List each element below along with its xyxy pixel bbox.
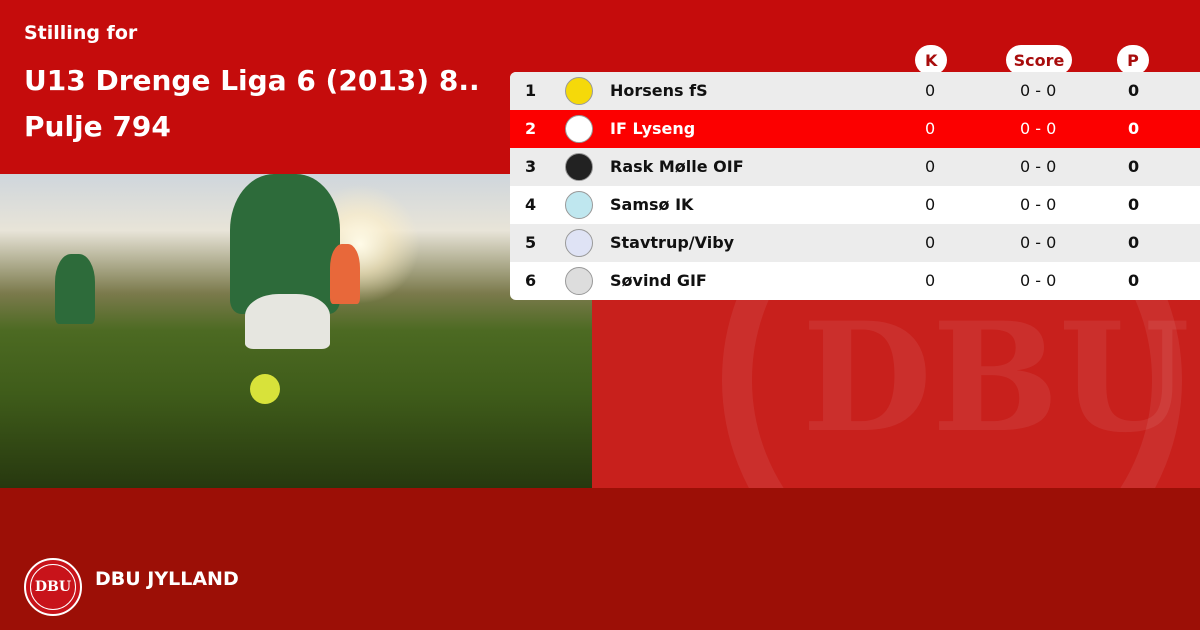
table-row[interactable]: 6 Søvind GIF 0 0 - 0 0 bbox=[510, 262, 1200, 300]
dbu-logo: DBU bbox=[24, 558, 82, 616]
score: 0 - 0 bbox=[1020, 81, 1057, 100]
matches: 0 bbox=[925, 195, 936, 214]
player-shorts bbox=[245, 294, 330, 349]
football-photo bbox=[0, 174, 592, 488]
matches: 0 bbox=[925, 157, 936, 176]
rank: 3 bbox=[525, 157, 537, 176]
rank: 2 bbox=[525, 119, 537, 138]
score: 0 - 0 bbox=[1020, 119, 1057, 138]
team-logo-icon bbox=[565, 153, 593, 181]
subtitle: Stilling for bbox=[24, 22, 138, 44]
score: 0 - 0 bbox=[1020, 233, 1057, 252]
rank: 6 bbox=[525, 271, 537, 290]
player bbox=[330, 244, 360, 304]
score: 0 - 0 bbox=[1020, 195, 1057, 214]
column-header-score[interactable]: Score bbox=[1006, 45, 1072, 75]
points: 0 bbox=[1128, 233, 1140, 252]
player bbox=[230, 174, 340, 314]
team-name[interactable]: Rask Mølle OIF bbox=[610, 157, 744, 176]
ball bbox=[250, 374, 280, 404]
team-logo-icon bbox=[565, 191, 593, 219]
player bbox=[55, 254, 95, 324]
points: 0 bbox=[1128, 271, 1140, 290]
column-header-p[interactable]: P bbox=[1117, 45, 1149, 75]
team-name[interactable]: Søvind GIF bbox=[610, 271, 707, 290]
title-line-1: U13 Drenge Liga 6 (2013) 8.. bbox=[24, 64, 480, 97]
points: 0 bbox=[1128, 119, 1140, 138]
table-row[interactable]: 2 IF Lyseng 0 0 - 0 0 bbox=[510, 110, 1200, 148]
points: 0 bbox=[1128, 81, 1140, 100]
footer: DBU DBU JYLLAND bbox=[0, 488, 1200, 630]
score: 0 - 0 bbox=[1020, 271, 1057, 290]
logo-text: DBU bbox=[34, 579, 72, 595]
team-name[interactable]: Stavtrup/Viby bbox=[610, 233, 735, 252]
table-row[interactable]: 3 Rask Mølle OIF 0 0 - 0 0 bbox=[510, 148, 1200, 186]
matches: 0 bbox=[925, 119, 936, 138]
table-row[interactable]: 5 Stavtrup/Viby 0 0 - 0 0 bbox=[510, 224, 1200, 262]
team-name[interactable]: Samsø IK bbox=[610, 195, 694, 214]
points: 0 bbox=[1128, 157, 1140, 176]
team-name[interactable]: IF Lyseng bbox=[610, 119, 696, 138]
rank: 4 bbox=[525, 195, 537, 214]
matches: 0 bbox=[925, 271, 936, 290]
rank: 5 bbox=[525, 233, 537, 252]
matches: 0 bbox=[925, 81, 936, 100]
team-name[interactable]: Horsens fS bbox=[610, 81, 708, 100]
rank: 1 bbox=[525, 81, 537, 100]
matches: 0 bbox=[925, 233, 936, 252]
dbu-watermark: DBU bbox=[592, 300, 1200, 488]
points: 0 bbox=[1128, 195, 1140, 214]
table-row[interactable]: 4 Samsø IK 0 0 - 0 0 bbox=[510, 186, 1200, 224]
title-line-2: Pulje 794 bbox=[24, 110, 171, 143]
team-logo-icon bbox=[565, 267, 593, 295]
team-logo-icon bbox=[565, 115, 593, 143]
table-row[interactable]: 1 Horsens fS 0 0 - 0 0 bbox=[510, 72, 1200, 110]
team-logo-icon bbox=[565, 229, 593, 257]
page-title: U13 Drenge Liga 6 (2013) 8.. Pulje 794 bbox=[24, 58, 494, 150]
column-header-k[interactable]: K bbox=[915, 45, 948, 75]
team-logo-icon bbox=[565, 77, 593, 105]
brand-name: DBU JYLLAND bbox=[95, 568, 239, 590]
score: 0 - 0 bbox=[1020, 157, 1057, 176]
